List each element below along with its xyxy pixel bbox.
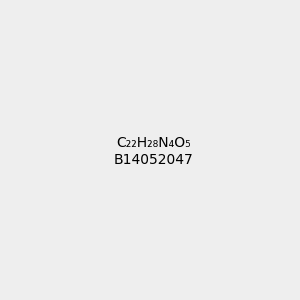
Text: C₂₂H₂₈N₄O₅
B14052047: C₂₂H₂₈N₄O₅ B14052047 <box>114 136 194 166</box>
